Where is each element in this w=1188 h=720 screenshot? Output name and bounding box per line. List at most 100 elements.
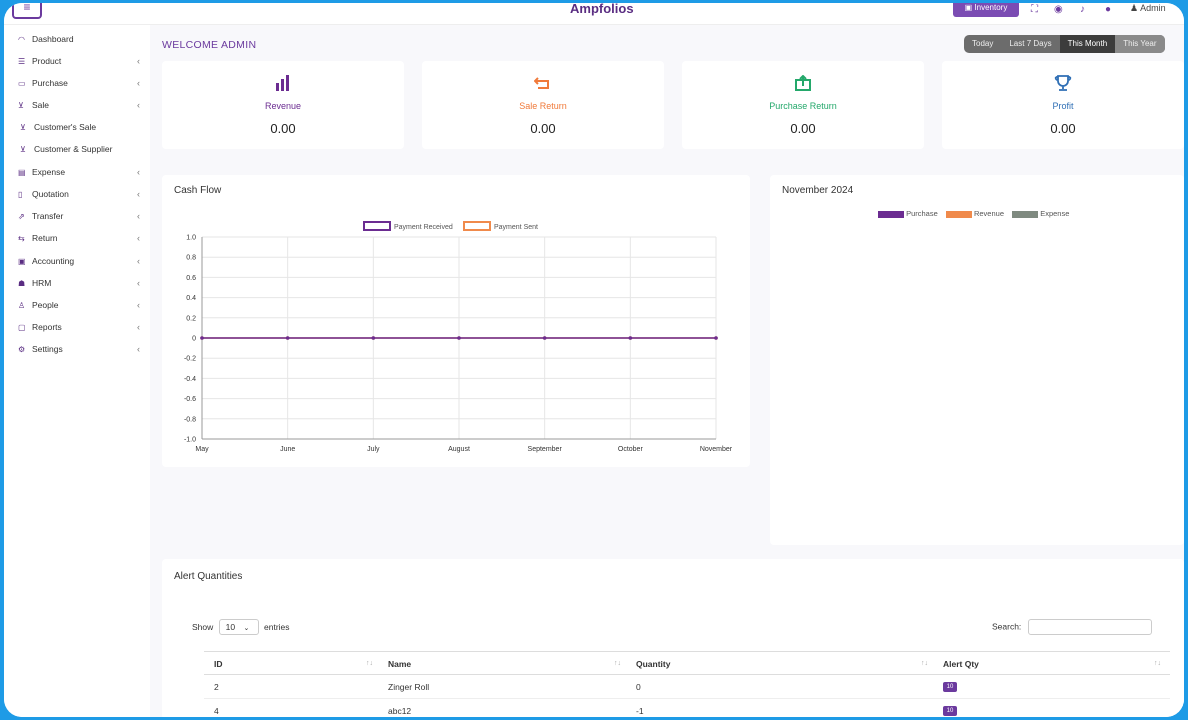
inventory-label: Inventory (974, 3, 1008, 12)
table-header: ID ↑↓ Name ↑↓ Quantity ↑↓ Alert Qty ↑↓ (204, 651, 1170, 675)
sidebar-item-customers-sale[interactable]: ⊻ Customer's Sale (20, 117, 144, 137)
cart-icon: ⊻ (20, 145, 26, 154)
month-legend: Purchase Revenue Expense (878, 209, 1069, 218)
sidebar-item-accounting[interactable]: ▣ Accounting ‹ (18, 251, 142, 271)
legend-label: Payment Sent (494, 224, 538, 231)
legend-label-purchase: Purchase (906, 209, 938, 218)
sidebar-item-label: Expense (32, 167, 66, 177)
y-tick-label: 0.8 (186, 255, 196, 262)
month-summary-panel: November 2024 Purchase Revenue Expense (770, 175, 1184, 545)
wallet-icon: ▤ (18, 168, 26, 177)
pos-icon[interactable]: ◉ (1054, 4, 1063, 15)
table-row: 4 abc12 -1 10 (204, 699, 1170, 717)
revenue-value: 0.00 (270, 121, 296, 136)
x-tick-label: May (195, 446, 209, 453)
sidebar-item-return[interactable]: ⇆ Return ‹ (18, 228, 142, 248)
menu-toggle-button[interactable]: ≡ (12, 3, 42, 19)
cell-quantity: 0 (636, 682, 641, 692)
sidebar-item-label: Accounting (32, 256, 75, 266)
sidebar-item-label: Settings (32, 344, 63, 354)
range-this-year-button[interactable]: This Year (1115, 35, 1165, 53)
inventory-button[interactable]: ▣ Inventory (953, 3, 1019, 17)
sidebar-item-customer-supplier[interactable]: ⊻ Customer & Supplier (20, 139, 144, 159)
revenue-label: Revenue (264, 101, 302, 111)
range-this-month-button[interactable]: This Month (1059, 35, 1116, 53)
sort-icon[interactable]: ↑↓ (366, 660, 373, 667)
sidebar-item-transfer[interactable]: ⇗ Transfer ‹ (18, 206, 142, 226)
admin-menu[interactable]: ♟ Admin (1130, 3, 1166, 13)
document-icon: ▯ (18, 190, 23, 199)
revenue-card: Revenue 0.00 (162, 61, 404, 149)
entries-select[interactable]: 10 ⌄ (218, 619, 259, 635)
globe-icon[interactable]: ● (1105, 4, 1112, 15)
sidebar-item-label: Customer's Sale (34, 122, 97, 132)
chevron-left-icon: ‹ (137, 56, 140, 66)
data-point (371, 336, 376, 340)
data-point (457, 336, 461, 340)
dashboard-icon: ◠ (18, 35, 25, 44)
y-tick-label: -1.0 (184, 437, 196, 444)
sidebar-item-label: Return (32, 233, 58, 243)
admin-label: Admin (1140, 3, 1166, 13)
alert-quantities-panel: Alert Quantities Show 10 ⌄ entries Searc… (162, 559, 1184, 717)
column-header-name[interactable]: Name (388, 659, 412, 669)
sort-icon[interactable]: ↑↓ (1154, 660, 1161, 667)
bell-icon[interactable]: ♪ (1080, 4, 1085, 15)
sidebar-item-sale[interactable]: ⊻ Sale ‹ (18, 95, 142, 115)
alert-title: Alert Quantities (174, 571, 243, 582)
y-tick-label: 0.6 (186, 275, 196, 282)
column-header-id[interactable]: ID (214, 659, 223, 669)
y-tick-label: 0 (192, 336, 196, 343)
range-last7-button[interactable]: Last 7 Days (1009, 39, 1052, 48)
data-point (200, 336, 204, 340)
top-bar: ≡ Ampfolios ▣ Inventory ⛶ ◉ ♪ ● ♟ Admin (4, 3, 1184, 25)
date-range-selector: Today Last 7 Days This Month This Year (964, 35, 1165, 53)
sidebar-item-product[interactable]: ☰ Product ‹ (18, 51, 142, 71)
entries-control: Show 10 ⌄ entries (192, 619, 290, 635)
data-point (714, 336, 718, 340)
data-point (542, 336, 547, 340)
user-icon: ♙ (18, 301, 26, 310)
sidebar-item-purchase[interactable]: ▭ Purchase ‹ (18, 73, 142, 93)
sort-icon[interactable]: ↑↓ (614, 660, 621, 667)
show-label: Show (192, 622, 214, 632)
range-today-button[interactable]: Today (972, 39, 994, 48)
y-tick-label: -0.6 (184, 396, 196, 403)
chevron-left-icon: ‹ (137, 167, 140, 177)
column-header-quantity[interactable]: Quantity (636, 659, 671, 669)
bar-chart-icon (162, 75, 404, 96)
legend-label-expense: Expense (1040, 209, 1070, 218)
month-title: November 2024 (782, 185, 854, 196)
chevron-left-icon: ‹ (137, 189, 140, 199)
chevron-left-icon: ‹ (137, 256, 140, 266)
y-tick-label: 1.0 (186, 235, 196, 242)
sidebar-item-expense[interactable]: ▤ Expense ‹ (18, 162, 142, 182)
x-tick-label: October (618, 446, 644, 453)
fullscreen-icon[interactable]: ⛶ (1031, 4, 1038, 15)
legend-swatch-purchase (878, 210, 904, 218)
profit-label: Profit (1052, 101, 1074, 111)
chevron-left-icon: ‹ (137, 322, 140, 332)
sidebar-item-quotation[interactable]: ▯ Quotation ‹ (18, 184, 142, 204)
search-input[interactable] (1027, 619, 1152, 635)
alert-qty-badge: 10 (943, 706, 957, 716)
sidebar-item-reports[interactable]: ▢ Reports ‹ (18, 317, 142, 337)
sidebar-item-settings[interactable]: ⚙ Settings ‹ (18, 339, 142, 359)
y-tick-label: -0.4 (184, 376, 196, 383)
entries-value: 10 (225, 622, 236, 632)
page-title: WELCOME ADMIN (162, 39, 257, 51)
sidebar-item-dashboard[interactable]: ◠ Dashboard (18, 29, 142, 49)
sort-icon[interactable]: ↑↓ (921, 660, 928, 667)
transfer-icon: ⇗ (18, 212, 25, 221)
sidebar-item-hrm[interactable]: ☗ HRM ‹ (18, 273, 142, 293)
chevron-down-icon: ⌄ (243, 625, 250, 632)
purchase-return-card: Purchase Return 0.00 (682, 61, 924, 149)
chevron-left-icon: ‹ (137, 344, 140, 354)
main-content: WELCOME ADMIN Today Last 7 Days This Mon… (150, 25, 1184, 717)
y-tick-label: -0.8 (184, 416, 196, 423)
gear-icon: ⚙ (18, 345, 26, 354)
column-header-alert-qty[interactable]: Alert Qty (943, 659, 979, 669)
chevron-left-icon: ‹ (137, 278, 140, 288)
sidebar-item-label: Sale (32, 100, 50, 110)
sidebar-item-people[interactable]: ♙ People ‹ (18, 295, 142, 315)
